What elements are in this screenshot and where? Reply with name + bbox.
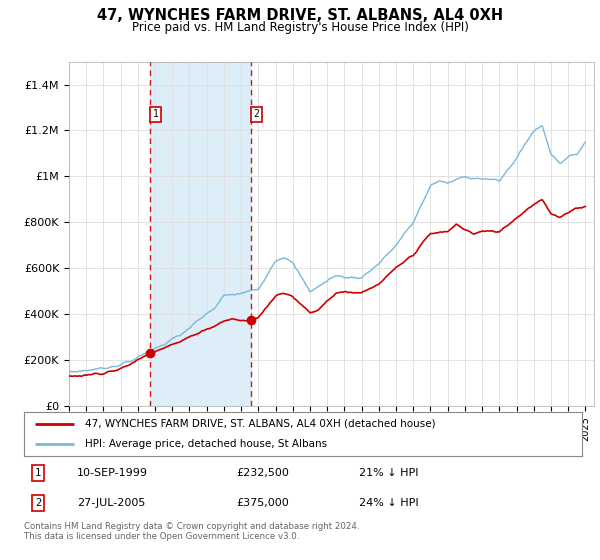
Text: £232,500: £232,500 <box>236 468 289 478</box>
Text: 24% ↓ HPI: 24% ↓ HPI <box>359 498 418 508</box>
Text: 47, WYNCHES FARM DRIVE, ST. ALBANS, AL4 0XH: 47, WYNCHES FARM DRIVE, ST. ALBANS, AL4 … <box>97 8 503 24</box>
Text: Contains HM Land Registry data © Crown copyright and database right 2024.
This d: Contains HM Land Registry data © Crown c… <box>24 522 359 542</box>
Text: Price paid vs. HM Land Registry's House Price Index (HPI): Price paid vs. HM Land Registry's House … <box>131 21 469 34</box>
Text: 27-JUL-2005: 27-JUL-2005 <box>77 498 145 508</box>
Text: 2: 2 <box>35 498 41 508</box>
Text: 10-SEP-1999: 10-SEP-1999 <box>77 468 148 478</box>
Text: 21% ↓ HPI: 21% ↓ HPI <box>359 468 418 478</box>
Bar <box>150 62 251 406</box>
Text: 47, WYNCHES FARM DRIVE, ST. ALBANS, AL4 0XH (detached house): 47, WYNCHES FARM DRIVE, ST. ALBANS, AL4 … <box>85 419 436 429</box>
Text: 2: 2 <box>254 109 259 119</box>
Text: HPI: Average price, detached house, St Albans: HPI: Average price, detached house, St A… <box>85 439 328 449</box>
Text: £375,000: £375,000 <box>236 498 289 508</box>
Text: 1: 1 <box>35 468 41 478</box>
Text: 1: 1 <box>152 109 158 119</box>
